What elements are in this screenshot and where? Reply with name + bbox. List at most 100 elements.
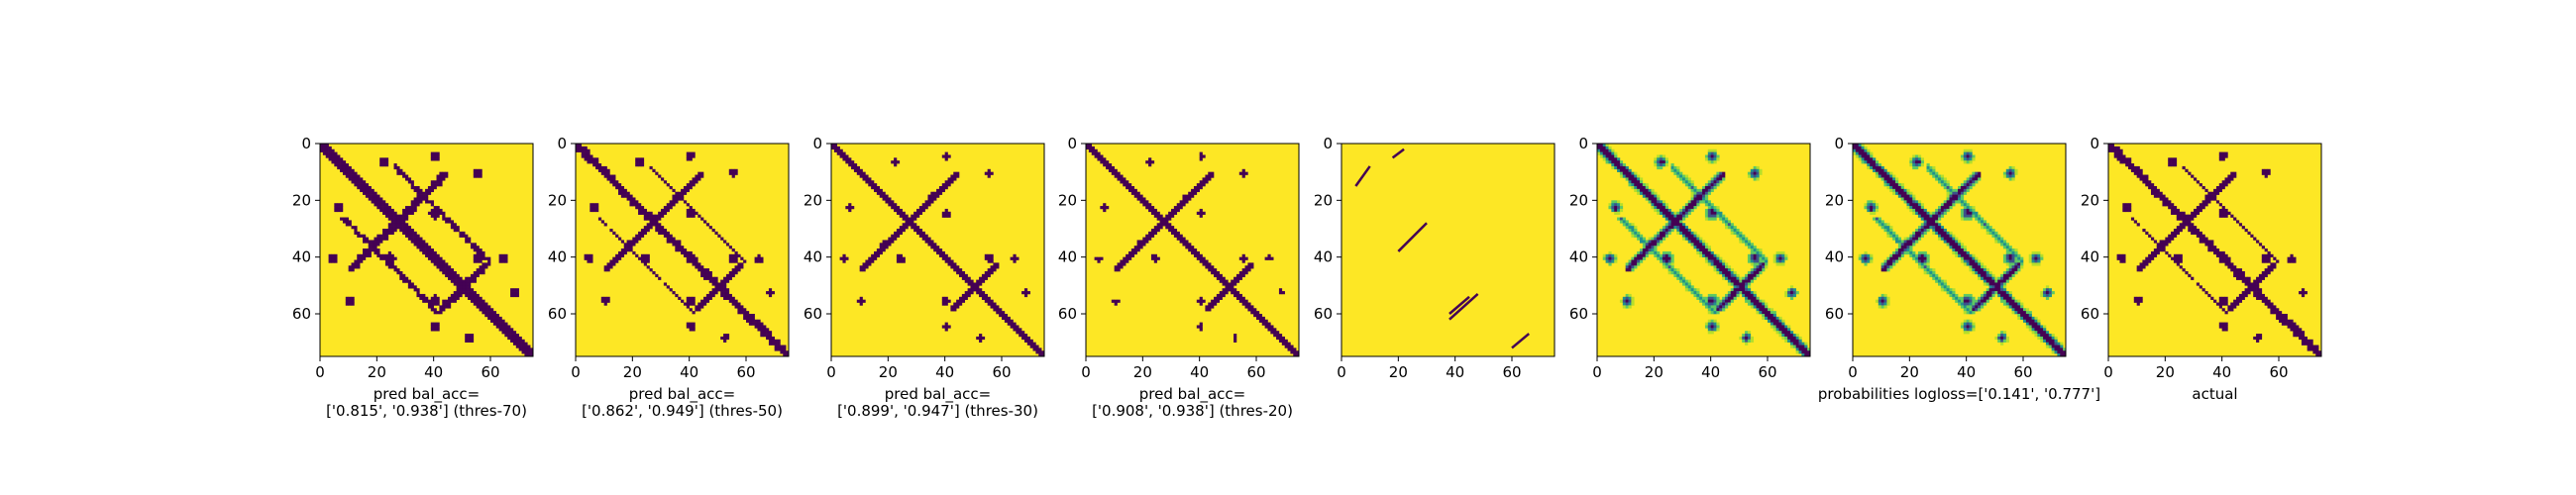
contact-cell [465,240,469,244]
probability-cell [1662,208,1666,213]
probability-cell [1932,226,1936,230]
contact-cell [368,191,372,195]
contact-cell [399,220,403,224]
contact-cell [760,328,764,332]
contact-cell [587,148,590,152]
contact-cell [661,211,665,215]
contact-cell [328,253,332,257]
contact-cell [944,151,948,155]
contact-cell [689,253,693,257]
probability-cell [1897,246,1902,249]
probability-cell [1756,171,1760,175]
probability-cell [1707,331,1711,335]
probability-cell [1713,262,1717,266]
probability-cell [1958,296,1962,300]
probability-cell [1707,183,1711,187]
probability-cell [1938,211,1942,215]
contact-cell [470,291,475,295]
contact-cell [402,279,406,283]
probability-cell [1889,231,1893,236]
contact-cell [476,273,480,278]
probability-cell [1625,262,1629,266]
contact-cell [482,256,485,260]
probability-cell [1664,229,1668,233]
contact-cell [433,299,437,303]
probability-cell [1676,168,1680,172]
contact-cell [2153,240,2158,244]
probability-cell [1676,165,1680,170]
contact-cell [711,293,715,298]
probability-cell [1710,299,1714,303]
probability-cell [1880,296,1884,300]
probability-cell [1707,311,1711,315]
contact-cell [1278,334,1283,338]
contact-cell [2210,243,2214,247]
contact-cell [879,250,883,255]
contact-cell [891,206,895,210]
probability-cell [1690,231,1694,236]
contact-cell [717,288,721,292]
contact-cell [1287,345,1291,348]
probability-cell [1972,262,1976,266]
probability-cell [1983,220,1987,224]
contact-cell [1156,214,1160,218]
contact-cell [331,157,335,161]
contact-cell [1191,191,1195,195]
probability-cell [1733,291,1737,295]
contact-cell [768,291,773,295]
contact-cell [459,231,463,236]
probability-cell [2023,314,2027,318]
contact-cell [1120,174,1124,178]
contact-cell [681,299,685,303]
contact-cell [1153,253,1157,257]
contact-cell [1136,191,1140,195]
contact-cell [413,234,417,238]
probability-cell [1687,203,1691,207]
contact-cell [442,214,446,218]
contact-cell [445,268,449,272]
probability-cell [1969,305,1973,309]
contact-cell [365,183,370,187]
contact-cell [371,200,375,204]
probability-cell [1772,322,1776,326]
contact-cell [2116,154,2120,158]
contact-cell [606,296,610,300]
contact-cell [874,183,878,187]
contact-cell [1013,322,1017,326]
contact-cell [1123,183,1127,187]
y-tick-label: 20 [548,191,567,209]
probability-cell [1742,282,1746,286]
contact-cell [646,217,650,221]
contact-cell [623,194,627,198]
contact-cell [587,160,590,164]
probability-cell [1926,268,1930,272]
contact-cell [1219,291,1223,295]
contact-cell [1284,345,1288,348]
probability-cell [1684,177,1689,181]
contact-cell [436,262,440,266]
contact-cell [340,165,344,170]
probability-cell [1952,246,1956,249]
contact-cell [902,226,906,230]
probability-cell [1756,253,1760,257]
probability-cell [1628,305,1632,309]
probability-cell [2017,268,2021,272]
contact-cell [959,296,963,300]
contact-cell [714,285,718,289]
contact-cell [422,197,426,201]
contact-cell [771,342,775,346]
contact-cell [626,248,630,252]
probability-cell [1676,223,1680,227]
contact-cell [530,350,534,354]
contact-cell [1128,256,1132,260]
contact-cell [1188,248,1192,252]
axes-frame [319,143,534,357]
probability-cell [1963,180,1967,184]
contact-cell [2165,197,2169,201]
contact-cell [2221,208,2225,213]
contact-cell [964,276,968,280]
probability-cell [1670,163,1674,167]
contact-cell [427,191,432,195]
contact-cell [320,144,324,148]
y-tick-label: 0 [557,135,567,152]
